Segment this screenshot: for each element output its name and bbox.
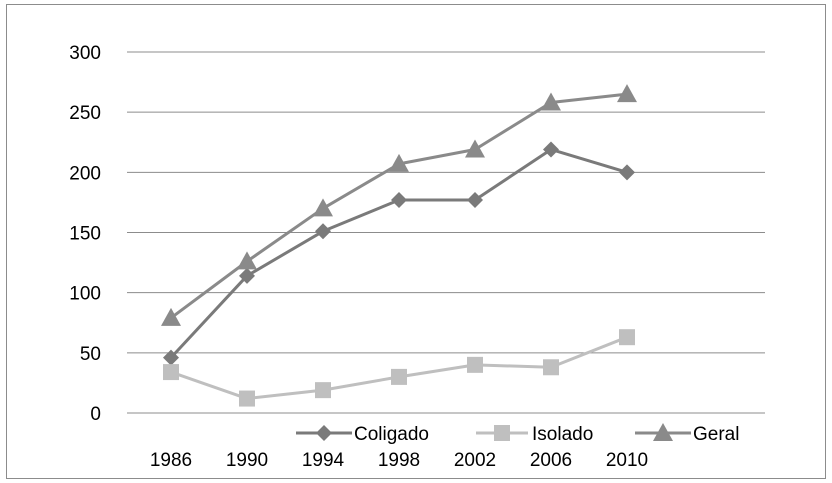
legend: Coligado Isolado Geral bbox=[296, 423, 739, 445]
x-axis-ticks: 1986 1990 1994 1998 2002 2006 2010 bbox=[150, 450, 648, 471]
gridlines bbox=[127, 51, 765, 414]
x-tick-label: 1994 bbox=[302, 450, 345, 471]
data-point-isolado bbox=[467, 356, 483, 373]
x-tick-label: 2002 bbox=[454, 450, 496, 471]
data-point-coligado bbox=[467, 192, 483, 209]
legend-label-geral: Geral bbox=[693, 424, 739, 445]
legend-marker-coligado bbox=[316, 425, 332, 441]
data-point-coligado bbox=[619, 164, 635, 181]
x-tick-label: 1998 bbox=[378, 450, 420, 471]
data-point-geral bbox=[313, 198, 333, 217]
x-tick-label: 2010 bbox=[606, 450, 648, 471]
data-point-geral bbox=[389, 153, 409, 172]
data-point-geral bbox=[237, 251, 257, 270]
y-tick-label: 250 bbox=[69, 103, 101, 124]
data-point-coligado bbox=[391, 192, 407, 209]
data-point-geral bbox=[541, 92, 561, 111]
legend-label-coligado: Coligado bbox=[354, 424, 429, 445]
data-point-isolado bbox=[391, 368, 407, 385]
legend-marker-isolado bbox=[494, 425, 510, 441]
series-geral bbox=[161, 84, 637, 326]
data-point-coligado bbox=[315, 223, 331, 240]
y-tick-label: 200 bbox=[69, 163, 101, 184]
legend-item-isolado: Isolado bbox=[476, 424, 593, 445]
y-tick-label: 0 bbox=[90, 404, 101, 425]
y-tick-label: 150 bbox=[69, 224, 101, 245]
data-point-coligado bbox=[163, 349, 179, 366]
y-tick-label: 100 bbox=[69, 284, 101, 305]
chart-frame bbox=[6, 4, 826, 479]
data-point-coligado bbox=[239, 267, 255, 284]
data-point-isolado bbox=[619, 329, 635, 346]
legend-label-isolado: Isolado bbox=[532, 424, 593, 445]
y-axis-ticks: 0 50 100 150 200 250 300 bbox=[69, 43, 101, 425]
y-tick-label: 300 bbox=[69, 43, 101, 64]
data-point-isolado bbox=[239, 390, 255, 407]
series-group bbox=[161, 84, 637, 407]
series-isolado bbox=[163, 329, 635, 407]
data-point-coligado bbox=[543, 141, 559, 158]
data-point-isolado bbox=[163, 364, 179, 381]
data-point-geral bbox=[161, 307, 181, 326]
data-point-isolado bbox=[315, 382, 331, 399]
data-point-geral bbox=[465, 139, 485, 158]
legend-item-geral: Geral bbox=[635, 423, 739, 445]
x-tick-label: 2006 bbox=[530, 450, 572, 471]
x-tick-label: 1986 bbox=[150, 450, 192, 471]
data-point-geral bbox=[617, 84, 637, 103]
x-tick-label: 1990 bbox=[226, 450, 268, 471]
legend-marker-geral bbox=[653, 423, 673, 441]
legend-item-coligado: Coligado bbox=[296, 424, 429, 445]
data-point-isolado bbox=[543, 359, 559, 376]
y-tick-label: 50 bbox=[80, 344, 101, 365]
series-line-coligado bbox=[169, 147, 628, 359]
series-coligado bbox=[163, 141, 635, 366]
